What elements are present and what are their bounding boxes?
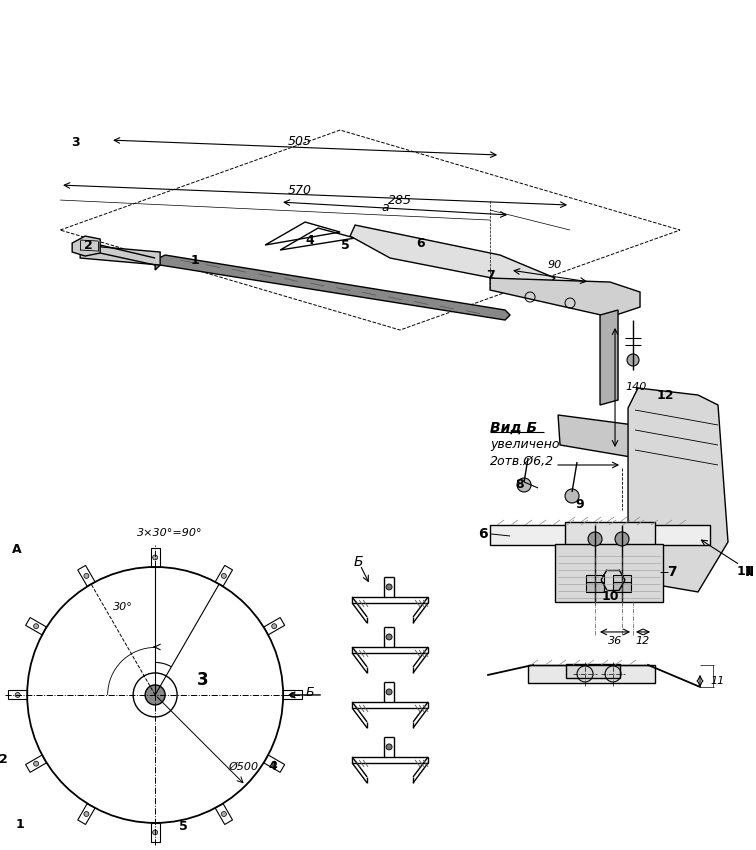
Text: 4: 4 [268,761,277,774]
Text: 2: 2 [84,239,92,252]
Text: II: II [745,565,755,579]
Circle shape [627,354,639,366]
Circle shape [84,574,89,578]
Text: 6: 6 [479,527,488,541]
Polygon shape [490,278,640,317]
Text: 1: 1 [191,253,200,267]
Circle shape [565,489,579,503]
Text: 5: 5 [341,239,349,252]
Bar [490,525,710,545]
Circle shape [153,555,158,560]
Text: 1: 1 [16,819,24,831]
Circle shape [15,693,20,698]
Text: a: a [381,201,389,213]
Polygon shape [628,388,728,592]
Circle shape [386,744,392,750]
Text: 3: 3 [71,135,79,149]
Circle shape [271,761,277,766]
Text: Б: Б [353,555,363,569]
Bar [613,582,631,592]
Text: 505: 505 [288,135,312,148]
Circle shape [33,624,39,629]
Circle shape [271,624,277,629]
Circle shape [386,634,392,640]
Text: 5: 5 [178,820,187,833]
Bar [613,575,631,582]
Text: 2отв.Ø6,2: 2отв.Ø6,2 [490,456,554,468]
Text: 2: 2 [0,753,8,767]
Circle shape [588,532,602,546]
Circle shape [33,761,39,766]
Polygon shape [350,225,555,288]
Bar [565,522,655,552]
Bar [528,665,655,683]
Circle shape [84,812,89,817]
Circle shape [517,478,531,492]
Text: 8: 8 [516,479,525,491]
Bar [586,575,604,582]
Bar [555,544,663,602]
Text: 285: 285 [388,194,412,207]
Text: 11: 11 [736,565,754,579]
Circle shape [615,532,629,546]
Text: Вид Б: Вид Б [490,421,538,435]
Circle shape [290,693,295,698]
Text: 6: 6 [416,236,424,250]
Text: увеличено: увеличено [490,439,559,451]
Circle shape [145,685,165,705]
Text: 7: 7 [668,565,677,579]
Text: Б: Б [305,687,314,700]
Text: Ø500: Ø500 [228,762,259,772]
Bar [566,664,620,678]
Polygon shape [600,310,618,405]
Circle shape [153,830,158,835]
Text: 9: 9 [576,498,584,512]
Text: А: А [12,543,22,557]
Polygon shape [72,236,100,256]
Text: 11: 11 [710,676,724,686]
Text: 3: 3 [197,671,209,689]
Circle shape [222,574,226,578]
Text: 30°: 30° [113,602,133,612]
Text: 3×30°=90°: 3×30°=90° [138,528,203,538]
Polygon shape [80,245,160,265]
Circle shape [607,574,619,586]
Text: 12: 12 [656,388,674,401]
Text: 570: 570 [288,184,312,197]
Text: 10: 10 [601,591,618,604]
Circle shape [386,584,392,590]
Text: 90: 90 [548,260,562,270]
Text: 12: 12 [636,636,650,646]
Circle shape [222,812,226,817]
Text: 36: 36 [608,636,622,646]
Text: 140: 140 [625,382,646,392]
Text: 7: 7 [485,269,494,281]
Polygon shape [558,415,688,465]
Polygon shape [155,255,510,320]
Text: 4: 4 [305,234,314,246]
Bar [586,582,604,592]
Circle shape [386,689,392,695]
